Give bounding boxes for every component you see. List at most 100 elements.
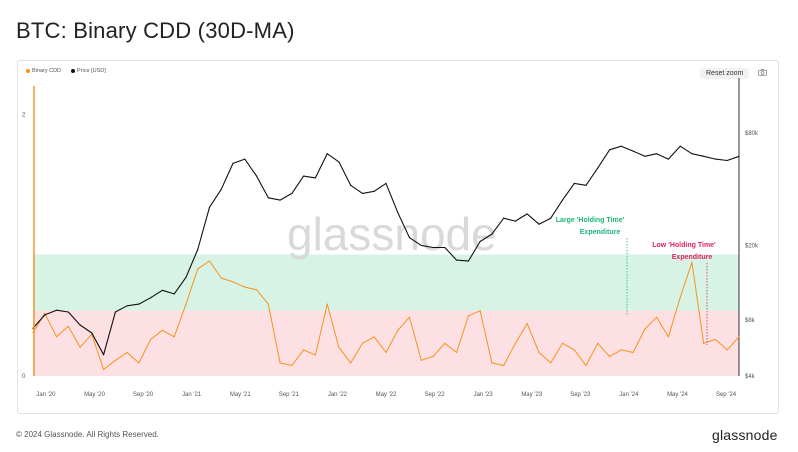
y-right-tick-0: $4k: [745, 374, 756, 380]
series-1-point-40: [503, 217, 505, 219]
x-tick-2: Sep '20: [133, 392, 154, 398]
x-tick-4: May '21: [230, 392, 251, 398]
series-0-point-51: [632, 351, 634, 354]
series-0-point-20: [267, 303, 269, 305]
series-1-point-30: [385, 182, 387, 184]
series-0-point-12: [173, 336, 175, 338]
series-1-point-39: [491, 233, 493, 235]
annotation-large-line2: Expenditure: [580, 229, 621, 236]
legend: Binary CDD Price [USD]: [26, 68, 106, 74]
series-0-point-56: [691, 261, 693, 263]
series-0-point-29: [373, 336, 375, 338]
series-0-point-53: [656, 316, 658, 318]
series-0-point-39: [491, 362, 493, 364]
series-0-point-15: [208, 260, 211, 262]
series-0-point-30: [385, 351, 387, 354]
series-1-point-12: [173, 293, 175, 295]
series-1-point-35: [444, 246, 446, 249]
series-0-point-27: [350, 362, 352, 364]
series-1-point-7: [114, 311, 116, 313]
chart-svg: glassnode 0 2 $4k $8k $20k $80k Jan '20 May '20 S…: [22, 78, 759, 398]
reset-zoom-button[interactable]: Reset zoom: [700, 68, 750, 79]
series-0-point-13: [185, 303, 187, 305]
x-tick-5: Sep '21: [279, 392, 300, 398]
series-1-point-10: [150, 297, 152, 299]
legend-label-cdd: Binary CDD: [32, 68, 62, 74]
series-0-point-16: [220, 277, 222, 279]
series-0-point-17: [232, 281, 234, 283]
page-title: BTC: Binary CDD (30D-MA): [16, 18, 295, 43]
series-1-point-2: [55, 309, 58, 311]
series-0-point-46: [573, 349, 575, 351]
series-0-point-41: [514, 342, 517, 344]
y-left-tick-1: 2: [22, 113, 26, 119]
series-0-point-33: [420, 359, 422, 361]
series-1-point-3: [67, 311, 69, 313]
series-1-point-13: [185, 276, 187, 278]
series-1-point-14: [197, 249, 199, 251]
series-0-point-60: [738, 336, 740, 338]
series-0-point-22: [291, 364, 293, 367]
series-0-point-48: [597, 342, 599, 344]
legend-item-price[interactable]: Price [USD]: [71, 68, 106, 74]
series-0-point-35: [444, 342, 446, 344]
series-0-point-45: [561, 342, 564, 344]
series-1-point-24: [314, 177, 316, 179]
brand-logo: glassnode: [712, 427, 778, 443]
series-0-point-34: [432, 355, 434, 357]
series-0-point-3: [67, 325, 69, 327]
series-1-point-18: [244, 158, 246, 160]
series-0-point-28: [361, 342, 364, 344]
series-0-point-8: [126, 351, 128, 354]
x-tick-3: Jan '21: [182, 392, 202, 398]
series-1-point-36: [456, 259, 458, 261]
x-tick-14: Sep '24: [716, 392, 737, 398]
x-tick-12: Jan '24: [619, 392, 639, 398]
camera-icon[interactable]: [758, 69, 767, 76]
series-1-point-34: [432, 246, 434, 249]
series-1-point-48: [597, 167, 599, 169]
watermark: glassnode: [287, 208, 497, 260]
series-0-point-43: [538, 351, 540, 354]
series-0-point-52: [644, 328, 646, 330]
series-0-point-7: [114, 359, 116, 361]
series-1-point-8: [126, 305, 128, 307]
series-1-point-33: [420, 244, 422, 247]
series-0-point-23: [303, 349, 305, 351]
series-1-point-44: [550, 217, 552, 219]
series-1-point-59: [726, 159, 728, 162]
series-0-point-9: [138, 362, 140, 364]
x-tick-6: Jan '22: [328, 392, 348, 398]
series-1-point-20: [267, 197, 269, 199]
series-1-point-45: [561, 199, 564, 201]
series-1-point-56: [691, 153, 693, 155]
series-1-point-60: [738, 155, 740, 157]
series-1-point-51: [632, 150, 634, 152]
series-1-point-15: [208, 206, 211, 208]
series-0-point-38: [479, 310, 481, 312]
series-0-point-32: [408, 316, 411, 318]
series-1-point-32: [408, 237, 411, 239]
y-left-tick-0: 0: [22, 374, 26, 380]
series-0-point-54: [667, 336, 670, 338]
series-0-point-19: [255, 289, 258, 291]
series-1-point-38: [479, 240, 481, 243]
series-1-point-22: [291, 192, 293, 194]
series-1-point-55: [679, 145, 681, 147]
x-tick-9: Jan '23: [474, 392, 494, 398]
copyright: © 2024 Glassnode. All Rights Reserved.: [16, 430, 159, 439]
series-1-point-4: [79, 324, 81, 326]
x-tick-0: Jan '20: [36, 392, 56, 398]
series-0-point-44: [550, 362, 552, 364]
series-1-point-37: [467, 260, 469, 262]
series-0-point-37: [467, 315, 469, 317]
series-0-point-4: [79, 346, 81, 348]
series-1-point-46: [573, 182, 575, 184]
series-1-point-11: [161, 289, 164, 291]
x-tick-11: Sep '23: [570, 392, 591, 398]
series-0-point-21: [279, 362, 281, 364]
series-0-point-6: [103, 368, 105, 371]
series-1-point-1: [44, 314, 46, 316]
series-1-point-9: [138, 303, 140, 305]
legend-item-cdd[interactable]: Binary CDD: [26, 68, 61, 74]
